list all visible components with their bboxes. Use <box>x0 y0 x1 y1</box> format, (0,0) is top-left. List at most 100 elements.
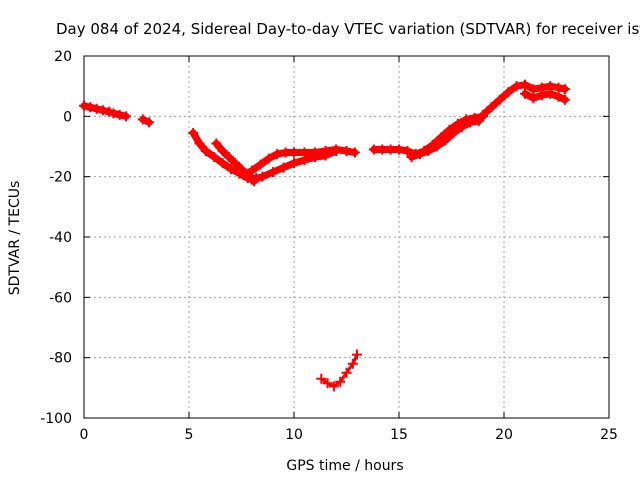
data-point <box>528 93 539 104</box>
data-point <box>415 149 425 160</box>
data-point <box>457 121 467 132</box>
x-tick-label: 5 <box>185 427 194 443</box>
data-point <box>137 114 148 125</box>
data-point <box>368 144 379 155</box>
y-tick-label: 20 <box>54 49 72 65</box>
data-point <box>486 102 497 113</box>
series-mid-day-lower <box>406 115 484 163</box>
data-point <box>553 91 564 102</box>
data-point <box>341 367 352 378</box>
x-tick-label: 15 <box>390 427 408 443</box>
data-point <box>247 165 257 176</box>
data-point <box>226 164 236 175</box>
data-point <box>121 111 131 122</box>
data-point <box>278 162 289 173</box>
data-point <box>223 152 234 163</box>
data-point <box>316 373 327 384</box>
data-point <box>211 138 222 149</box>
data-point <box>217 158 228 169</box>
data-point <box>230 158 241 169</box>
x-tick-label: 10 <box>285 427 303 443</box>
data-point <box>559 94 570 105</box>
data-point <box>238 170 249 181</box>
data-point <box>289 147 299 158</box>
y-tick-label: -40 <box>49 230 72 246</box>
data-point <box>402 146 413 157</box>
data-point <box>79 100 89 111</box>
y-tick-label: -100 <box>40 411 72 427</box>
data-point <box>97 105 108 116</box>
data-point <box>331 146 341 157</box>
data-point <box>520 79 530 90</box>
data-point <box>328 381 339 392</box>
data-point <box>394 144 404 155</box>
series-layer <box>79 79 570 392</box>
data-point <box>553 82 564 93</box>
data-point <box>423 146 434 157</box>
data-point <box>255 159 266 170</box>
data-point <box>559 84 570 95</box>
data-point <box>85 102 96 113</box>
data-point <box>341 146 352 157</box>
y-axis-label: SDTVAR / TECUs <box>7 181 23 296</box>
data-point <box>494 94 505 105</box>
data-point <box>352 349 362 360</box>
data-point <box>217 146 228 157</box>
data-point <box>194 138 205 149</box>
data-point <box>335 376 346 387</box>
data-point <box>299 155 310 166</box>
data-point <box>536 90 547 101</box>
data-point <box>385 144 396 155</box>
data-point <box>448 127 459 138</box>
data-point <box>257 171 268 182</box>
y-tick-label: -60 <box>49 290 72 306</box>
x-tick-label: 0 <box>80 427 89 443</box>
data-point <box>503 87 514 98</box>
data-point <box>280 147 291 158</box>
x-tick-label: 20 <box>495 427 513 443</box>
data-point <box>377 144 388 155</box>
data-point <box>114 109 125 120</box>
data-point <box>431 141 442 152</box>
series-early-arc-tail <box>108 108 131 122</box>
grid <box>84 56 609 418</box>
data-point <box>440 135 451 146</box>
data-point <box>310 152 320 163</box>
x-tick-label: 25 <box>600 427 618 443</box>
data-point <box>263 153 274 164</box>
data-point <box>347 358 358 369</box>
data-point <box>247 174 257 185</box>
chart-title: Day 084 of 2024, Sidereal Day-to-day VTE… <box>56 20 640 38</box>
axis-ticks <box>83 55 610 419</box>
data-point <box>188 127 199 138</box>
data-point <box>473 115 484 126</box>
x-axis-label: GPS time / hours <box>286 458 403 474</box>
data-point <box>200 146 211 157</box>
data-point <box>268 167 278 178</box>
series-recovery-b <box>247 146 341 185</box>
data-point <box>520 88 530 99</box>
data-point <box>349 147 360 158</box>
data-point <box>91 103 102 114</box>
series-early-arc <box>79 100 115 117</box>
y-tick-label: 0 <box>63 109 72 125</box>
data-point <box>406 152 417 163</box>
series-short-segment <box>137 114 155 128</box>
data-point <box>322 378 333 389</box>
series-evening-lower <box>520 88 570 105</box>
series-outlier-arc <box>316 349 362 392</box>
data-point <box>272 149 283 160</box>
y-tick-label: -20 <box>49 170 72 186</box>
data-point <box>465 117 476 128</box>
series-evening-rise <box>478 79 570 120</box>
tick-labels: 0 5 10 15 20 25 -100 -80 -60 -40 -20 0 20 <box>40 49 618 443</box>
data-point <box>289 158 299 169</box>
data-point <box>528 84 539 95</box>
data-point <box>320 150 331 161</box>
data-point <box>511 81 522 92</box>
data-point <box>209 152 220 163</box>
data-point <box>108 108 119 119</box>
data-point <box>478 109 488 120</box>
data-point <box>545 88 556 99</box>
